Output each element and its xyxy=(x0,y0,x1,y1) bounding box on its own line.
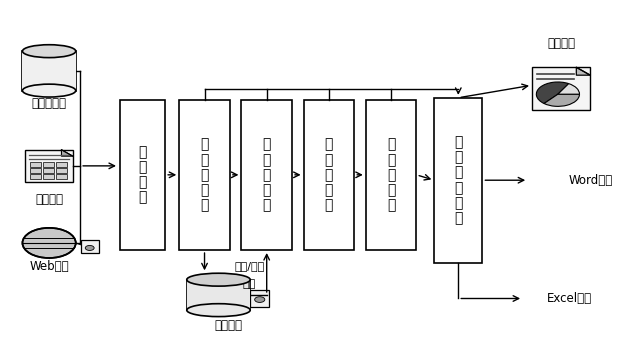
Text: Word报告: Word报告 xyxy=(569,174,613,187)
Wedge shape xyxy=(536,82,569,103)
Bar xyxy=(187,280,250,310)
Text: 中
间
数
据
表: 中 间 数 据 表 xyxy=(200,138,209,212)
Ellipse shape xyxy=(187,304,250,317)
Ellipse shape xyxy=(187,273,250,286)
Bar xyxy=(81,240,99,253)
Text: 数
据
展
现
表: 数 据 展 现 表 xyxy=(387,138,396,212)
Text: 源
数
据
表: 源 数 据 表 xyxy=(138,145,147,205)
Wedge shape xyxy=(544,94,579,106)
Circle shape xyxy=(255,297,265,302)
Polygon shape xyxy=(576,67,590,75)
Bar xyxy=(43,174,54,179)
Bar xyxy=(30,162,41,167)
Bar xyxy=(532,67,590,110)
Circle shape xyxy=(22,228,76,258)
Polygon shape xyxy=(61,150,73,156)
Bar xyxy=(56,174,67,179)
Bar xyxy=(30,168,41,173)
Bar xyxy=(26,150,73,182)
Circle shape xyxy=(85,245,94,250)
Bar xyxy=(365,100,417,250)
Text: 展现页面: 展现页面 xyxy=(547,37,575,51)
Ellipse shape xyxy=(22,45,76,58)
Text: 数据仓库: 数据仓库 xyxy=(214,319,242,332)
Bar xyxy=(30,174,41,179)
Bar xyxy=(43,168,54,173)
Bar xyxy=(120,100,165,250)
Text: 业务数据库: 业务数据库 xyxy=(31,97,67,110)
Bar xyxy=(56,162,67,167)
Bar xyxy=(22,51,76,91)
Bar xyxy=(43,162,54,167)
Text: Excel报表: Excel报表 xyxy=(547,292,592,305)
Bar xyxy=(179,100,230,250)
Text: 结
果
数
据
表: 结 果 数 据 表 xyxy=(262,138,271,212)
Wedge shape xyxy=(558,84,579,94)
Text: Web站点: Web站点 xyxy=(29,260,69,273)
Ellipse shape xyxy=(22,84,76,97)
Bar xyxy=(56,168,67,173)
Text: 读取: 读取 xyxy=(243,279,255,289)
Bar xyxy=(250,290,269,307)
Text: 数据文件: 数据文件 xyxy=(35,193,63,206)
Bar xyxy=(434,98,483,263)
Text: 透
视
数
据
表: 透 视 数 据 表 xyxy=(324,138,333,212)
Bar xyxy=(303,100,355,250)
Bar xyxy=(241,100,292,250)
Text: 数
据
展
现
图
形: 数 据 展 现 图 形 xyxy=(454,135,463,225)
Text: 读取/写入: 读取/写入 xyxy=(235,261,265,271)
